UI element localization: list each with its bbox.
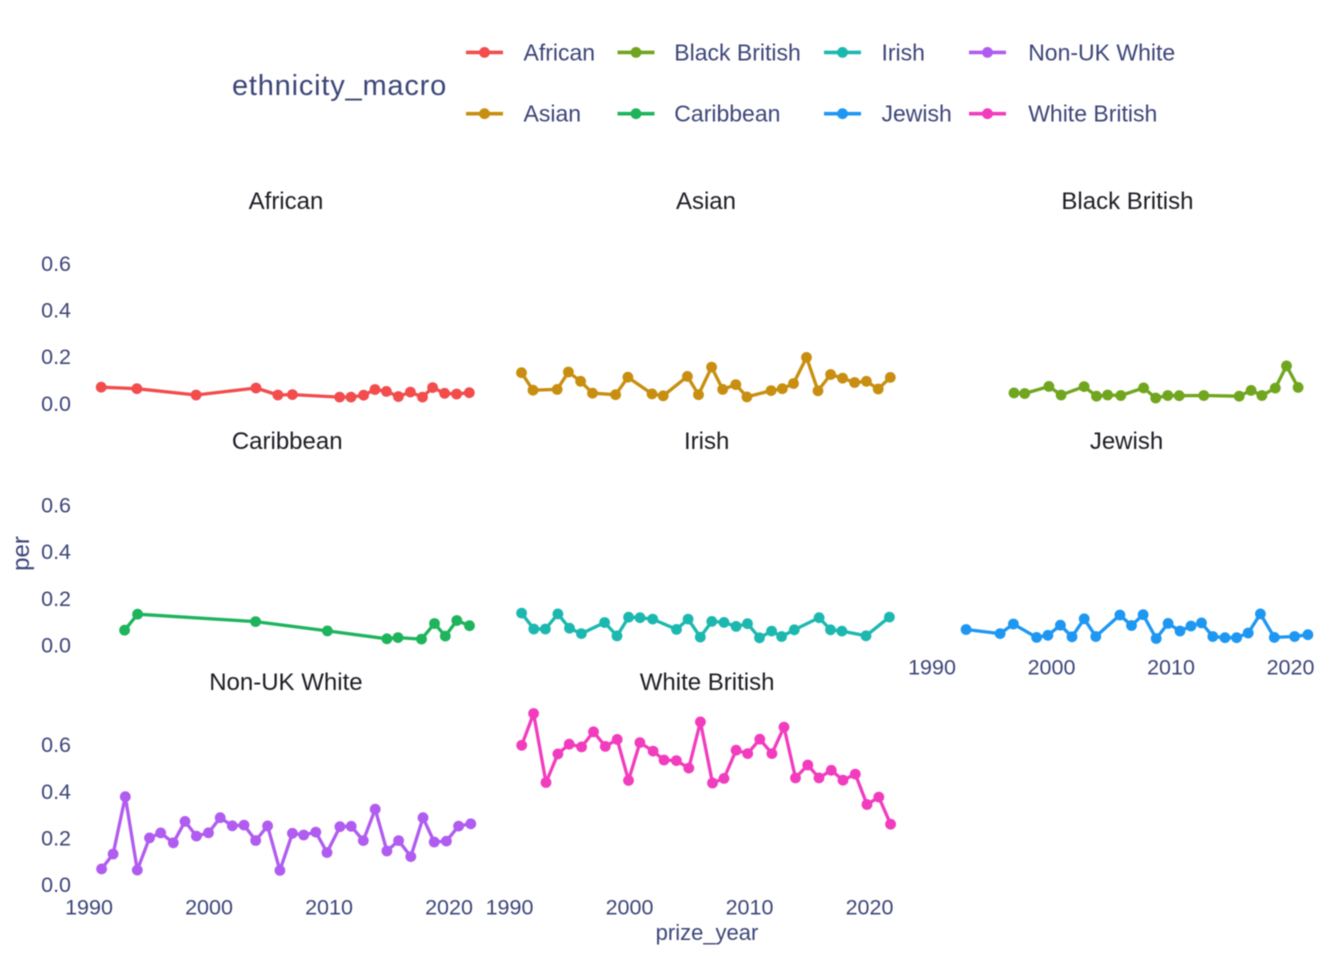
- svg-text:2000: 2000: [606, 896, 654, 920]
- svg-text:2010: 2010: [726, 896, 774, 920]
- svg-text:Non-UK White: Non-UK White: [209, 669, 362, 696]
- svg-text:2020: 2020: [846, 896, 894, 920]
- svg-text:0.4: 0.4: [41, 780, 71, 804]
- svg-text:Jewish: Jewish: [882, 101, 952, 127]
- svg-text:Caribbean: Caribbean: [674, 101, 780, 127]
- svg-text:Black British: Black British: [1061, 188, 1193, 215]
- svg-text:African: African: [524, 39, 596, 65]
- svg-text:0.2: 0.2: [41, 345, 71, 369]
- svg-text:0.0: 0.0: [41, 392, 71, 416]
- svg-text:White British: White British: [1028, 101, 1157, 127]
- svg-text:Caribbean: Caribbean: [232, 428, 343, 455]
- svg-text:Asian: Asian: [676, 188, 736, 215]
- svg-text:0.4: 0.4: [41, 299, 71, 323]
- svg-text:2010: 2010: [1147, 655, 1195, 679]
- svg-text:African: African: [249, 188, 324, 215]
- svg-text:Asian: Asian: [524, 101, 582, 127]
- svg-text:0.6: 0.6: [41, 493, 71, 517]
- svg-text:0.4: 0.4: [41, 540, 71, 564]
- svg-text:2020: 2020: [425, 896, 473, 920]
- svg-text:Irish: Irish: [684, 428, 729, 455]
- svg-text:White British: White British: [640, 669, 775, 696]
- svg-text:2020: 2020: [1267, 655, 1315, 679]
- svg-text:1990: 1990: [908, 655, 956, 679]
- svg-text:1990: 1990: [65, 896, 113, 920]
- svg-text:Black British: Black British: [674, 39, 801, 65]
- svg-text:Irish: Irish: [882, 39, 925, 65]
- svg-text:Jewish: Jewish: [1090, 428, 1163, 455]
- svg-text:0.6: 0.6: [41, 733, 71, 757]
- svg-text:0.0: 0.0: [41, 873, 71, 897]
- svg-text:2010: 2010: [305, 896, 353, 920]
- svg-text:2000: 2000: [1028, 655, 1076, 679]
- svg-text:ethnicity_macro: ethnicity_macro: [232, 70, 447, 102]
- svg-text:1990: 1990: [486, 896, 534, 920]
- svg-text:0.6: 0.6: [41, 252, 71, 276]
- svg-text:per: per: [8, 536, 35, 571]
- svg-text:0.2: 0.2: [41, 587, 71, 611]
- svg-text:2000: 2000: [185, 896, 233, 920]
- svg-text:prize_year: prize_year: [656, 920, 759, 945]
- svg-text:0.2: 0.2: [41, 827, 71, 851]
- svg-text:0.0: 0.0: [41, 634, 71, 658]
- svg-text:Non-UK White: Non-UK White: [1028, 39, 1175, 65]
